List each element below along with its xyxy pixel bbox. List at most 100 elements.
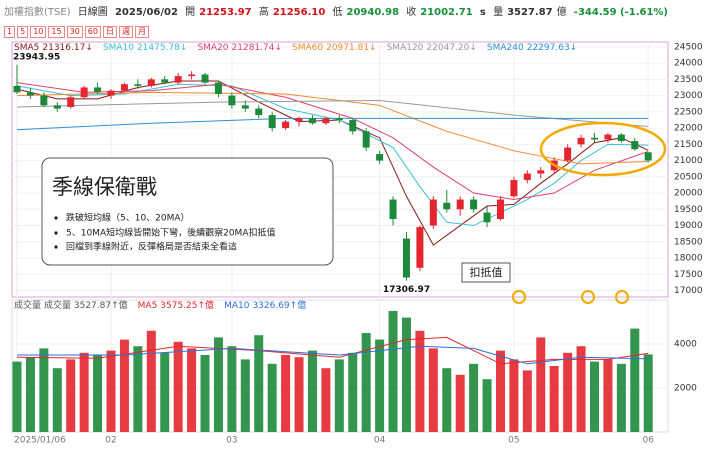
- candle-body: [40, 95, 48, 106]
- period-button[interactable]: 週: [118, 26, 133, 38]
- legend: 成交量 成交量 3527.87↑億 MA5 3575.25↑億 MA10 3326.69↑…: [14, 299, 306, 311]
- candle-body: [644, 152, 652, 161]
- period-button[interactable]: 60: [84, 26, 101, 38]
- ma-line: [16, 82, 649, 201]
- chart-kind: 日線圖: [77, 7, 108, 18]
- note-title: 季線保衛戰: [52, 175, 157, 199]
- legend-value: 20971.81↓: [326, 43, 376, 53]
- candle-body: [577, 137, 585, 145]
- ma-line: [16, 80, 649, 246]
- candle-body: [456, 199, 464, 210]
- period-button[interactable]: 日: [102, 26, 117, 38]
- note-bullet: 回檔到季線附近，反彈格局是否結束全看這: [66, 241, 237, 253]
- y-tick-label: 24000: [674, 59, 703, 69]
- period-button[interactable]: 30: [66, 26, 83, 38]
- period-button[interactable]: 15: [48, 26, 65, 38]
- candle-body: [443, 202, 451, 210]
- y-tick-label: 17000: [674, 286, 703, 296]
- volume-bar: [173, 341, 183, 432]
- candle-body: [53, 105, 61, 109]
- legend-name: SMA240: [487, 43, 524, 53]
- high-label: 高: [258, 7, 269, 18]
- change: -344.59 (-1.61%): [573, 7, 669, 18]
- volume-unit: 億: [556, 7, 567, 18]
- volume-bar: [388, 311, 398, 432]
- y-tick-label: 18500: [674, 237, 703, 247]
- volume-bar: [589, 361, 599, 432]
- candle-body: [308, 118, 316, 124]
- note-box: [41, 157, 334, 266]
- candle-body: [362, 131, 370, 148]
- candle-body: [496, 199, 504, 220]
- marker-circle: [615, 290, 629, 304]
- plot: 17000 17500 18000 18500 19000 19500 20000 20500…: [12, 42, 703, 446]
- volume-bar: [93, 355, 103, 432]
- period-button[interactable]: 1: [4, 26, 16, 38]
- volume-bar: [509, 359, 519, 432]
- volume-bar: [79, 352, 89, 432]
- volume-bar: [428, 348, 438, 432]
- legend-name: 成交量: [14, 299, 41, 311]
- volume-bar: [307, 350, 317, 432]
- candle-body: [94, 87, 102, 93]
- legend-name: SMA20: [197, 43, 228, 53]
- legend-value: 21281.74↓: [232, 43, 282, 53]
- candle-body: [523, 173, 531, 181]
- volume-bar: [39, 348, 49, 432]
- candle-body: [322, 118, 330, 124]
- volume-bar: [495, 350, 505, 432]
- legend-value: 21475.78↓: [137, 43, 187, 53]
- candle-body: [255, 108, 263, 116]
- y-tick-label: 24500: [674, 42, 703, 52]
- candle-body: [134, 84, 142, 86]
- volume-bar: [469, 363, 479, 432]
- volume-bar: [66, 359, 76, 432]
- legend: SMA5 21316.17↓ SMA10 21475.78↓ SMA20 21281.74…: [14, 43, 577, 53]
- volume-bar: [563, 352, 573, 432]
- close: 21002.71: [420, 7, 473, 18]
- date: 2025/06/02: [114, 7, 178, 18]
- period-button[interactable]: 月: [134, 26, 149, 38]
- y-tick-label: 20000: [674, 189, 703, 199]
- candle-body: [470, 199, 478, 210]
- candle-body: [120, 84, 128, 91]
- legend-name: SMA120: [387, 43, 424, 53]
- candle-body: [483, 212, 491, 223]
- candle-body: [174, 76, 182, 83]
- legend-value: 22297.63↓: [527, 43, 577, 53]
- candle-body: [429, 199, 437, 226]
- volume-bar: [200, 355, 210, 432]
- legend-value: 3326.69↑億: [252, 299, 306, 311]
- period-button[interactable]: 5: [17, 26, 29, 38]
- x-tick-label: 04: [374, 436, 386, 446]
- candle-body: [80, 87, 88, 98]
- annotation-box: [461, 262, 511, 283]
- x-tick-label: 03: [226, 436, 237, 446]
- y-tick-label: 23500: [674, 75, 703, 85]
- bullet: [54, 245, 58, 249]
- y-tick-label: 23000: [674, 91, 703, 101]
- legend-value: 3575.25↑億: [160, 299, 214, 311]
- period-button[interactable]: 10: [30, 26, 47, 38]
- y-tick-label: 18000: [674, 254, 703, 264]
- x-tick-label: 06: [642, 436, 654, 446]
- candle-body: [147, 79, 155, 86]
- candle-body: [631, 141, 639, 150]
- s-mark: s: [479, 7, 486, 18]
- candle-body: [107, 90, 115, 96]
- candle-body: [389, 199, 397, 220]
- bullet: [54, 216, 58, 220]
- volume-bar: [160, 352, 170, 432]
- open: 21253.97: [199, 7, 252, 18]
- volume-bar: [415, 330, 425, 432]
- volume-bar: [536, 337, 546, 432]
- legend-name: SMA60: [292, 43, 323, 53]
- volume-bar: [119, 339, 129, 432]
- note-bullet: 跌破短均線（5、10、20MA）: [66, 212, 190, 224]
- volume-bar: [361, 333, 371, 432]
- annotation: 扣抵值: [470, 265, 503, 279]
- volume-bar: [52, 368, 62, 432]
- min-label: 17306.97: [383, 285, 430, 295]
- candle-body: [188, 74, 196, 77]
- x-tick-label: 05: [508, 436, 519, 446]
